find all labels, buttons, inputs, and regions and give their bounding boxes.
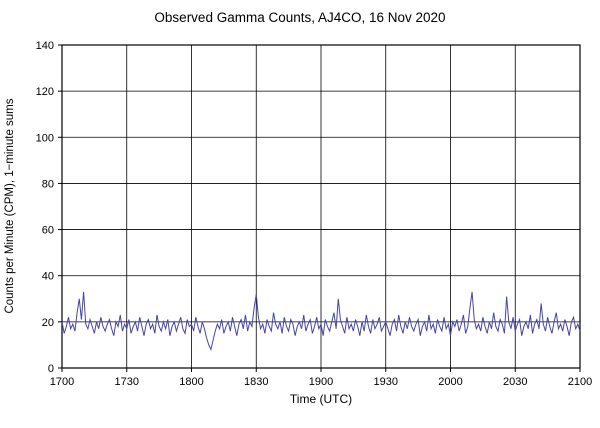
x-tick-label: 2100 xyxy=(568,376,592,388)
chart-title: Observed Gamma Counts, AJ4CO, 16 Nov 202… xyxy=(154,10,446,25)
y-tick-label: 80 xyxy=(42,178,54,190)
x-tick-label: 1700 xyxy=(50,376,74,388)
x-tick-label: 1830 xyxy=(244,376,268,388)
y-tick-label: 40 xyxy=(42,271,54,283)
gamma-counts-line xyxy=(61,291,581,352)
y-tick-label: 60 xyxy=(42,225,54,237)
y-tick-label: 100 xyxy=(36,132,54,144)
y-tick-label: 20 xyxy=(42,317,54,329)
x-tick-label: 1730 xyxy=(115,376,139,388)
y-tick-label: 0 xyxy=(48,363,54,375)
x-tick-label: 2030 xyxy=(503,376,527,388)
y-tick-label: 120 xyxy=(36,86,54,98)
x-tick-label: 1900 xyxy=(309,376,333,388)
x-tick-label: 1800 xyxy=(179,376,203,388)
x-axis-label: Time (UTC) xyxy=(289,392,353,406)
y-tick-label: 140 xyxy=(36,40,54,52)
x-tick-label: 2000 xyxy=(438,376,462,388)
x-tick-label: 1930 xyxy=(374,376,398,388)
plot-border xyxy=(61,44,581,369)
